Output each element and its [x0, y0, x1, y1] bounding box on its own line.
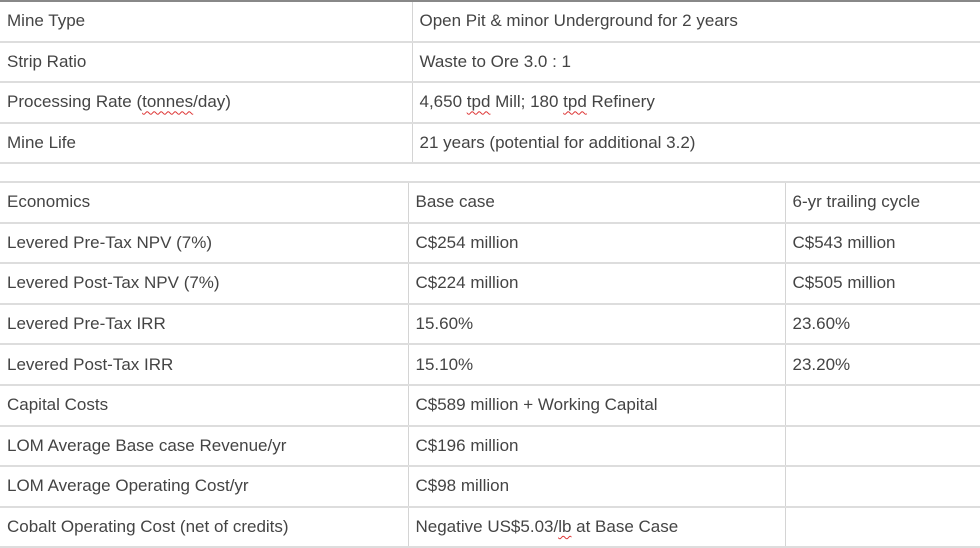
header-row: Economics Base case 6-yr trailing cycle — [0, 182, 980, 224]
text: Processing Rate ( — [7, 92, 143, 112]
text: at Base Case — [571, 517, 679, 537]
row-value: Waste to Ore 3.0 : 1 — [412, 41, 980, 83]
table-row: LOM Average Operating Cost/yr C$98 millio… — [0, 466, 980, 508]
table-row: Levered Pre-Tax IRR 15.60% 23.60% — [0, 303, 980, 346]
row-label: Levered Post-Tax NPV (7%) — [0, 263, 409, 305]
row-value: 21 years (potential for additional 3.2) — [412, 122, 980, 164]
table-row: Mine Life 21 years (potential for additi… — [0, 122, 980, 164]
table-row: Processing Rate (tonnes/day) 4,650 tpd M… — [0, 82, 980, 124]
base-case-value: C$224 million — [408, 263, 786, 305]
misspelled-word: tpd — [563, 92, 587, 112]
misspelled-word: tonnes — [142, 92, 194, 112]
text: Negative US$5.03/ — [415, 517, 559, 537]
table-row: Capital Costs C$589 million + Working Cap… — [0, 384, 980, 427]
row-label: Levered Post-Tax IRR — [0, 344, 409, 386]
text: /day) — [193, 92, 231, 112]
table-row: Levered Post-Tax IRR 15.10% 23.20% — [0, 344, 980, 386]
row-label: Capital Costs — [0, 384, 409, 427]
row-label: Levered Pre-Tax IRR — [0, 303, 409, 346]
trailing-cycle-value — [785, 425, 980, 468]
base-case-value: C$196 million — [408, 425, 786, 468]
base-case-value: C$98 million — [408, 466, 786, 508]
header-base-case: Base case — [408, 182, 786, 224]
trailing-cycle-value: 23.60% — [785, 303, 980, 346]
row-label: Cobalt Operating Cost (net of credits) — [0, 506, 409, 548]
table-row: Levered Pre-Tax NPV (7%) C$254 million C$5… — [0, 222, 980, 265]
text: Refinery — [586, 92, 655, 112]
base-case-value: 15.10% — [408, 344, 786, 386]
header-trailing-cycle: 6-yr trailing cycle — [785, 182, 980, 224]
table-row: Strip Ratio Waste to Ore 3.0 : 1 — [0, 41, 980, 83]
row-label: LOM Average Operating Cost/yr — [0, 466, 409, 508]
misspelled-word: tpd — [466, 92, 491, 112]
row-value: 4,650 tpd Mill; 180 tpd Refinery — [412, 82, 980, 124]
trailing-cycle-value: 23.20% — [785, 344, 980, 386]
header-economics: Economics — [0, 182, 409, 224]
row-label: Processing Rate (tonnes/day) — [0, 82, 413, 124]
base-case-value: Negative US$5.03/lb at Base Case — [408, 506, 786, 548]
text: 4,650 — [419, 92, 467, 112]
trailing-cycle-value: C$505 million — [785, 263, 980, 305]
base-case-value: C$589 million + Working Capital — [408, 384, 786, 427]
base-case-value: C$254 million — [408, 222, 786, 265]
text: Mill; 180 — [490, 92, 564, 112]
table-row: Levered Post-Tax NPV (7%) C$224 million C$… — [0, 263, 980, 305]
row-value: Open Pit & minor Underground for 2 years — [412, 1, 980, 43]
table-row: Cobalt Operating Cost (net of credits) Ne… — [0, 506, 980, 548]
row-label: Strip Ratio — [0, 41, 413, 83]
row-label: Levered Pre-Tax NPV (7%) — [0, 222, 409, 265]
trailing-cycle-value — [785, 506, 980, 548]
trailing-cycle-value — [785, 466, 980, 508]
misspelled-word: lb — [558, 517, 572, 537]
row-label: Mine Type — [0, 1, 413, 43]
row-label: LOM Average Base case Revenue/yr — [0, 425, 409, 468]
trailing-cycle-value: C$543 million — [785, 222, 980, 265]
table-row: LOM Average Base case Revenue/yr C$196 mi… — [0, 425, 980, 468]
mine-summary-table: Mine Type Open Pit & minor Underground f… — [0, 0, 980, 164]
row-label: Mine Life — [0, 122, 413, 164]
economics-table: Economics Base case 6-yr trailing cycle … — [0, 181, 980, 548]
base-case-value: 15.60% — [408, 303, 786, 346]
table-row: Mine Type Open Pit & minor Underground f… — [0, 1, 980, 43]
trailing-cycle-value — [785, 384, 980, 427]
